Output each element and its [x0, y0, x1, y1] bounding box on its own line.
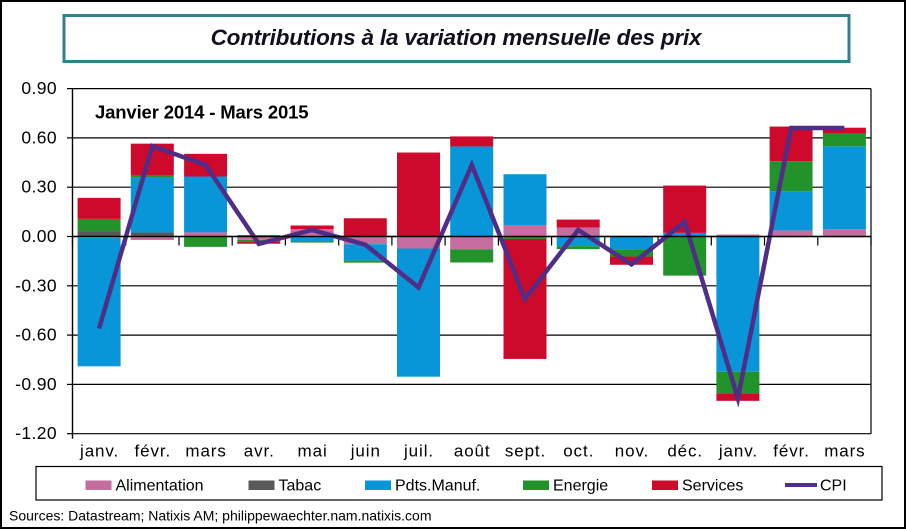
- svg-text:nov.: nov.: [615, 442, 649, 461]
- svg-text:-0.90: -0.90: [15, 374, 57, 394]
- svg-text:janv.: janv.: [718, 442, 758, 461]
- svg-text:mars: mars: [824, 442, 865, 461]
- svg-text:0.00: 0.00: [21, 226, 57, 246]
- svg-text:-0.60: -0.60: [15, 325, 57, 345]
- svg-text:0.30: 0.30: [21, 177, 57, 197]
- svg-text:-0.30: -0.30: [15, 275, 57, 295]
- svg-text:Tabac: Tabac: [279, 478, 322, 495]
- svg-text:mai: mai: [298, 442, 328, 461]
- svg-text:mars: mars: [185, 442, 226, 461]
- svg-text:CPI: CPI: [820, 478, 847, 495]
- svg-text:déc.: déc.: [667, 442, 703, 461]
- svg-text:févr.: févr.: [134, 442, 171, 461]
- svg-text:juil.: juil.: [403, 442, 434, 461]
- svg-text:août: août: [454, 442, 491, 461]
- svg-text:Sources: Datastream; Natixis A: Sources: Datastream; Natixis AM; philipp…: [9, 508, 432, 524]
- svg-text:sept.: sept.: [505, 442, 546, 461]
- svg-text:Janvier 2014 - Mars 2015: Janvier 2014 - Mars 2015: [95, 102, 308, 123]
- svg-text:0.90: 0.90: [21, 78, 57, 98]
- svg-text:Alimentation: Alimentation: [116, 478, 204, 495]
- svg-text:oct.: oct.: [563, 442, 594, 461]
- svg-text:Energie: Energie: [553, 478, 608, 495]
- svg-text:0.60: 0.60: [21, 127, 57, 147]
- svg-text:Contributions à la variation m: Contributions à la variation mensuelle d…: [211, 25, 703, 50]
- svg-text:avr.: avr.: [244, 442, 275, 461]
- svg-text:févr.: févr.: [773, 442, 810, 461]
- svg-text:-1.20: -1.20: [15, 423, 57, 443]
- svg-text:janv.: janv.: [79, 442, 119, 461]
- svg-text:juin: juin: [350, 442, 381, 461]
- svg-text:Services: Services: [682, 478, 743, 495]
- svg-text:Pdts.Manuf.: Pdts.Manuf.: [395, 478, 480, 495]
